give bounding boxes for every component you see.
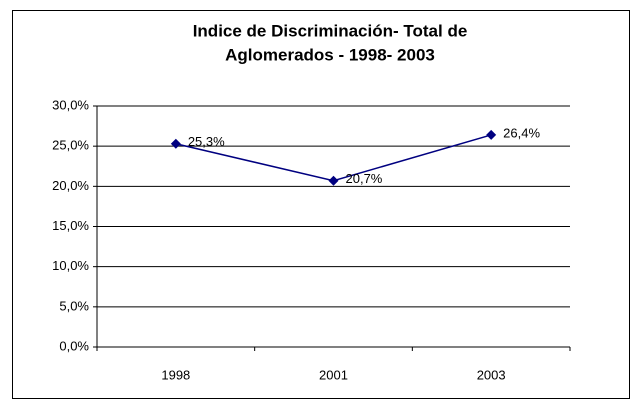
chart-frame [12, 10, 630, 399]
x-tick-label: 1998 [161, 367, 190, 382]
y-tick-label: 0,0% [59, 338, 89, 353]
x-tick-label: 2001 [319, 367, 348, 382]
y-tick-label: 20,0% [52, 178, 89, 193]
y-tick-label: 10,0% [52, 258, 89, 273]
chart-title: Indice de Discriminación- Total de [193, 21, 468, 40]
marker [486, 129, 497, 140]
marker [170, 138, 181, 149]
data-label: 26,4% [503, 125, 540, 140]
y-tick-label: 30,0% [52, 97, 89, 112]
data-label: 20,7% [346, 171, 383, 186]
marker [328, 175, 339, 186]
data-label: 25,3% [188, 134, 225, 149]
y-tick-label: 5,0% [59, 298, 89, 313]
x-tick-label: 2003 [477, 367, 506, 382]
y-tick-label: 15,0% [52, 218, 89, 233]
y-tick-label: 25,0% [52, 138, 89, 153]
chart-title: Aglomerados - 1998- 2003 [225, 45, 435, 64]
